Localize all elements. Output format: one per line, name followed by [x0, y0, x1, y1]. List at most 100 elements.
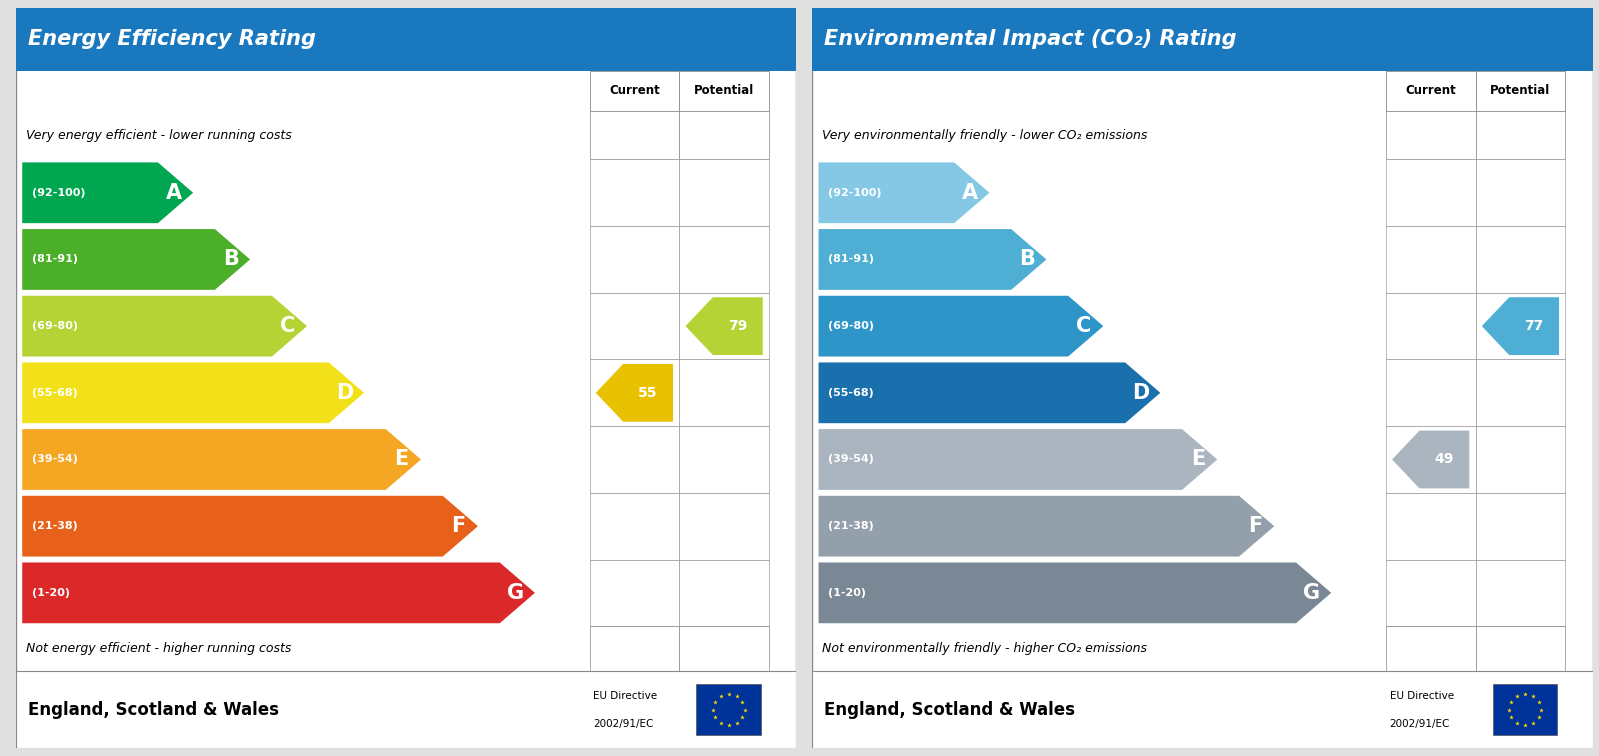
Text: EU Directive: EU Directive: [593, 690, 657, 701]
Bar: [1476, 111, 1565, 160]
Text: G: G: [1303, 583, 1321, 603]
Text: (81-91): (81-91): [828, 255, 875, 265]
Text: (69-80): (69-80): [32, 321, 78, 331]
Bar: [696, 684, 761, 735]
Polygon shape: [1393, 431, 1469, 488]
Bar: [1476, 626, 1565, 671]
Bar: [1476, 70, 1565, 111]
Polygon shape: [819, 429, 1217, 490]
Text: 49: 49: [1434, 453, 1453, 466]
Text: (21-38): (21-38): [32, 521, 77, 531]
Bar: [680, 226, 769, 293]
Polygon shape: [22, 296, 307, 357]
Text: Energy Efficiency Rating: Energy Efficiency Rating: [27, 29, 315, 49]
Bar: [1386, 359, 1476, 426]
Text: (55-68): (55-68): [828, 388, 873, 398]
Text: (92-100): (92-100): [32, 187, 85, 198]
Bar: [590, 70, 680, 111]
Text: Not environmentally friendly - higher CO₂ emissions: Not environmentally friendly - higher CO…: [822, 642, 1148, 655]
Bar: [1386, 493, 1476, 559]
Text: E: E: [395, 450, 409, 469]
Bar: [680, 70, 769, 111]
Bar: [1386, 70, 1476, 111]
Polygon shape: [22, 362, 365, 423]
Polygon shape: [22, 229, 249, 290]
Polygon shape: [819, 496, 1274, 556]
Polygon shape: [22, 163, 193, 223]
Bar: [590, 426, 680, 493]
Text: Not energy efficient - higher running costs: Not energy efficient - higher running co…: [26, 642, 291, 655]
Bar: [1476, 160, 1565, 226]
Text: 2002/91/EC: 2002/91/EC: [593, 718, 654, 729]
Text: Potential: Potential: [694, 85, 755, 98]
Polygon shape: [819, 296, 1103, 357]
Bar: [1386, 160, 1476, 226]
Text: (21-38): (21-38): [828, 521, 873, 531]
Text: (1-20): (1-20): [828, 588, 867, 598]
Text: B: B: [1019, 249, 1035, 269]
Bar: [590, 493, 680, 559]
Bar: [680, 626, 769, 671]
Bar: [1476, 426, 1565, 493]
Text: (92-100): (92-100): [828, 187, 881, 198]
Bar: [590, 111, 680, 160]
Text: F: F: [451, 516, 465, 536]
Bar: [16, 671, 796, 748]
Text: 77: 77: [1524, 319, 1543, 333]
Text: Current: Current: [1406, 85, 1457, 98]
Bar: [590, 226, 680, 293]
Polygon shape: [819, 229, 1046, 290]
Text: 2002/91/EC: 2002/91/EC: [1390, 718, 1450, 729]
Polygon shape: [686, 297, 763, 355]
Text: A: A: [963, 183, 979, 203]
Text: D: D: [336, 383, 353, 403]
Text: G: G: [507, 583, 524, 603]
Bar: [1386, 293, 1476, 360]
Bar: [812, 671, 1593, 748]
Text: F: F: [1247, 516, 1262, 536]
Text: Very environmentally friendly - lower CO₂ emissions: Very environmentally friendly - lower CO…: [822, 129, 1148, 142]
Bar: [590, 626, 680, 671]
Bar: [1476, 226, 1565, 293]
Text: 79: 79: [728, 319, 747, 333]
Bar: [1492, 684, 1557, 735]
Text: EU Directive: EU Directive: [1390, 690, 1453, 701]
Text: E: E: [1191, 450, 1206, 469]
Text: C: C: [280, 316, 296, 336]
Bar: [1386, 111, 1476, 160]
Text: Current: Current: [609, 85, 660, 98]
Text: D: D: [1132, 383, 1150, 403]
Bar: [680, 426, 769, 493]
Text: Environmental Impact (CO₂) Rating: Environmental Impact (CO₂) Rating: [823, 29, 1236, 49]
Polygon shape: [819, 362, 1161, 423]
Bar: [1386, 626, 1476, 671]
Polygon shape: [819, 163, 990, 223]
Bar: [1476, 559, 1565, 626]
Bar: [1386, 226, 1476, 293]
Text: (69-80): (69-80): [828, 321, 875, 331]
Text: A: A: [166, 183, 182, 203]
Bar: [1476, 293, 1565, 360]
Bar: [680, 359, 769, 426]
Text: Very energy efficient - lower running costs: Very energy efficient - lower running co…: [26, 129, 293, 142]
Text: Potential: Potential: [1490, 85, 1551, 98]
Polygon shape: [22, 429, 421, 490]
Text: B: B: [222, 249, 238, 269]
Text: (55-68): (55-68): [32, 388, 77, 398]
Polygon shape: [22, 496, 478, 556]
Polygon shape: [819, 562, 1332, 623]
Bar: [1476, 359, 1565, 426]
Text: (39-54): (39-54): [828, 454, 873, 464]
Bar: [1386, 559, 1476, 626]
Bar: [590, 559, 680, 626]
Text: (39-54): (39-54): [32, 454, 77, 464]
Text: (1-20): (1-20): [32, 588, 70, 598]
Bar: [1386, 426, 1476, 493]
Text: England, Scotland & Wales: England, Scotland & Wales: [823, 701, 1075, 718]
Bar: [812, 8, 1593, 70]
Bar: [590, 293, 680, 360]
Polygon shape: [22, 562, 536, 623]
Text: (81-91): (81-91): [32, 255, 78, 265]
Polygon shape: [596, 364, 673, 422]
Bar: [16, 8, 796, 70]
